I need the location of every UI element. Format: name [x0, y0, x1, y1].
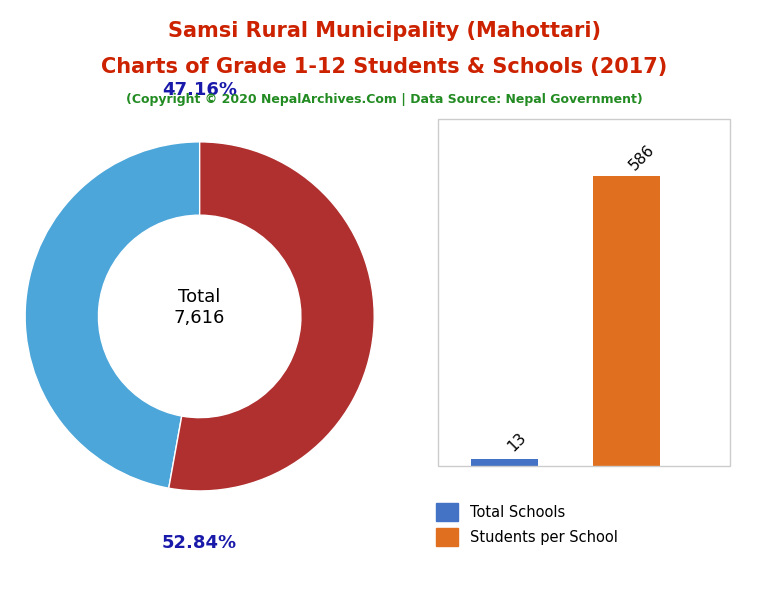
Text: 586: 586 [626, 142, 657, 173]
Wedge shape [25, 142, 200, 488]
Bar [472, 459, 538, 466]
Text: Charts of Grade 1-12 Students & Schools (2017): Charts of Grade 1-12 Students & Schools … [101, 57, 667, 77]
Text: Total
7,616: Total 7,616 [174, 288, 225, 327]
Legend: Total Schools, Students per School: Total Schools, Students per School [430, 497, 624, 552]
Text: Samsi Rural Municipality (Mahottari): Samsi Rural Municipality (Mahottari) [167, 21, 601, 41]
Text: 13: 13 [505, 430, 529, 454]
Bar [438, 119, 730, 466]
Text: 52.84%: 52.84% [162, 534, 237, 552]
Text: 47.16%: 47.16% [162, 81, 237, 99]
Bar [593, 176, 660, 466]
Text: (Copyright © 2020 NepalArchives.Com | Data Source: Nepal Government): (Copyright © 2020 NepalArchives.Com | Da… [126, 93, 642, 106]
Wedge shape [169, 142, 374, 491]
